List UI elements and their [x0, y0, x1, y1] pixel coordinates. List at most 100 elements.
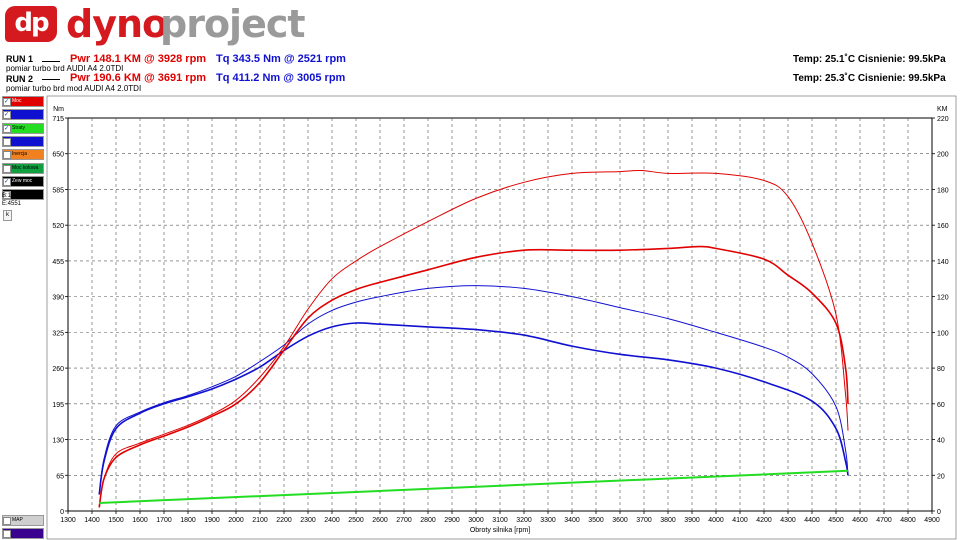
x-tick-label: 2200	[276, 517, 292, 524]
run-1-torque: Tq 343.5 Nm @ 2521 rpm	[216, 53, 346, 65]
curve-toggle-4[interactable]: Inercja	[2, 149, 44, 161]
y-right-tick-label: 20	[937, 473, 945, 480]
curve-toggle-3[interactable]	[2, 135, 44, 147]
y-left-tick-label: 65	[56, 473, 64, 480]
curve-toggle-1[interactable]: ✓	[2, 109, 44, 121]
y-left-tick-label: 715	[52, 116, 64, 123]
y-left-tick-label: 585	[52, 187, 64, 194]
x-tick-label: 3000	[468, 517, 484, 524]
logo-word-project: project	[160, 2, 306, 46]
x-tick-label: 1300	[60, 517, 76, 524]
x-tick-label: 2300	[300, 517, 316, 524]
x-tick-label: 3100	[492, 517, 508, 524]
run-2-power: Pwr 190.6 KM @ 3691 rpm	[70, 72, 207, 84]
y-left-tick-label: 520	[52, 223, 64, 230]
y-right-tick-label: 200	[937, 152, 949, 159]
bottom-toggle[interactable]	[2, 528, 44, 539]
y-left-tick-label: 260	[52, 366, 64, 373]
logo-word-dyno: dyno	[66, 2, 168, 46]
plot-area	[67, 117, 933, 512]
curve-toggle-0[interactable]: ✓ Moc	[2, 96, 44, 107]
y-left-tick-label: 130	[52, 438, 64, 445]
x-tick-label: 2500	[348, 517, 364, 524]
curve-checkbox-5[interactable]	[3, 164, 11, 173]
run-2-label: RUN 2	[6, 74, 34, 84]
curve-checkbox-2[interactable]: ✓	[3, 124, 11, 133]
y-right-tick-label: 140	[937, 259, 949, 266]
x-tick-label: 2900	[444, 517, 460, 524]
chart-frame	[46, 95, 957, 540]
x-tick-label: 3500	[588, 517, 604, 524]
y-right-tick-label: 120	[937, 295, 949, 302]
run-2-line	[42, 79, 60, 80]
series-run1-power	[98, 245, 849, 508]
x-tick-label: 4700	[876, 517, 892, 524]
y-right-tick-label: 80	[937, 366, 945, 373]
y-left-tick-label: 390	[52, 295, 64, 302]
y-right-tick-label: 100	[937, 330, 949, 337]
logo-mark: dp	[5, 6, 57, 42]
curve-checkbox-4[interactable]	[3, 151, 11, 160]
map-label: MAP	[12, 517, 23, 523]
curve-checkbox-1[interactable]: ✓	[3, 111, 11, 120]
y-right-tick-label: 180	[937, 187, 949, 194]
y-left-axis-title: Nm	[53, 106, 64, 113]
run-1-line	[42, 61, 60, 62]
series-run1-loss	[99, 469, 849, 504]
y-right-tick-label: 40	[937, 438, 945, 445]
series-run2-torque	[98, 285, 849, 495]
x-tick-label: 4000	[708, 517, 724, 524]
e-value: E:4551	[2, 201, 22, 207]
y-right-tick-label: 220	[937, 116, 949, 123]
x-axis-title: Obroty silnika [rpm]	[470, 527, 530, 534]
x-tick-label: 1400	[84, 517, 100, 524]
x-tick-label: 3200	[516, 517, 532, 524]
x-tick-label: 3700	[636, 517, 652, 524]
curve-checkbox-3[interactable]	[3, 137, 11, 146]
run-1-description: pomiar turbo brd AUDI A4 2.0TDI	[6, 64, 124, 73]
curve-toggle-7[interactable]	[2, 189, 44, 201]
y-right-tick-label: 60	[937, 402, 945, 409]
x-tick-label: 1500	[108, 517, 124, 524]
run-1-label: RUN 1	[6, 54, 34, 64]
x-tick-label: 3900	[684, 517, 700, 524]
run-2-torque: Tq 411.2 Nm @ 3005 rpm	[216, 72, 346, 84]
x-tick-label: 4500	[828, 517, 844, 524]
x-tick-label: 4100	[732, 517, 748, 524]
dyno-project-logo: dp dyno project	[0, 0, 320, 46]
curve-checkbox-6[interactable]: ✓	[3, 177, 11, 186]
x-tick-label: 4800	[900, 517, 916, 524]
k-button[interactable]: k	[3, 210, 12, 221]
y-right-axis-title: KM	[937, 106, 948, 113]
x-tick-label: 3300	[540, 517, 556, 524]
y-left-tick-label: 195	[52, 402, 64, 409]
series-run1-torque	[98, 322, 849, 495]
map-checkbox[interactable]	[3, 517, 11, 525]
b-value: B:1200	[2, 193, 22, 199]
run-1-power: Pwr 148.1 KM @ 3928 rpm	[70, 53, 207, 65]
curve-label-0: Moc	[12, 98, 22, 104]
x-tick-label: 2400	[324, 517, 340, 524]
bottom-checkbox[interactable]	[3, 530, 11, 538]
x-tick-label: 4900	[924, 517, 940, 524]
series-run2-power	[98, 169, 849, 508]
x-tick-label: 1700	[156, 517, 172, 524]
run-2-description: pomiar turbo brd mod AUDI A4 2.0TDI	[6, 84, 142, 93]
y-right-tick-label: 0	[937, 509, 941, 516]
y-left-tick-label: 650	[52, 152, 64, 159]
x-tick-label: 4600	[852, 517, 868, 524]
x-tick-label: 2700	[396, 517, 412, 524]
x-tick-label: 2800	[420, 517, 436, 524]
x-tick-label: 4400	[804, 517, 820, 524]
map-toggle[interactable]: MAP	[2, 515, 44, 526]
run-1-conditions: Temp: 25.1˚C Cisnienie: 99.5kPa	[793, 54, 946, 65]
y-left-tick-label: 325	[52, 330, 64, 337]
curve-label-2: Straty	[12, 124, 26, 131]
curve-toggle-2[interactable]: ✓ Straty	[2, 122, 44, 134]
curve-checkbox-7[interactable]	[3, 191, 11, 200]
x-tick-label: 4300	[780, 517, 796, 524]
curve-checkbox-0[interactable]: ✓	[3, 98, 11, 106]
x-tick-label: 3800	[660, 517, 676, 524]
x-tick-label: 2000	[228, 517, 244, 524]
curve-toggle-5[interactable]: Moc kolowa	[2, 162, 44, 174]
